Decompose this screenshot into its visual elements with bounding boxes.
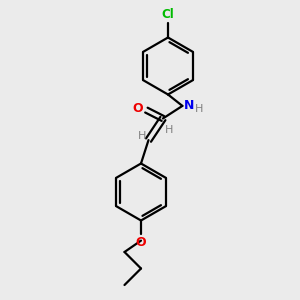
Text: N: N	[184, 99, 194, 112]
Text: O: O	[136, 236, 146, 248]
Text: O: O	[133, 102, 143, 115]
Text: H: H	[138, 130, 146, 141]
Text: Cl: Cl	[162, 8, 174, 21]
Text: H: H	[195, 104, 203, 114]
Text: H: H	[165, 125, 174, 135]
